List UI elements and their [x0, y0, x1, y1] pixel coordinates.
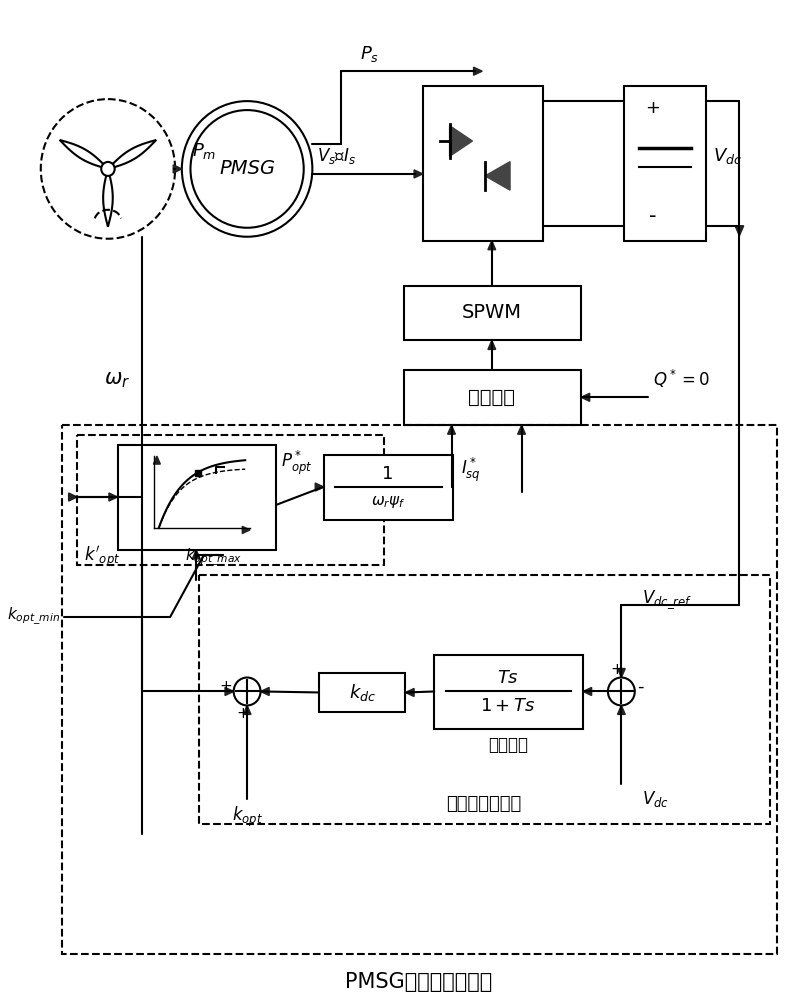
Polygon shape [485, 162, 510, 190]
Polygon shape [69, 493, 77, 501]
Polygon shape [617, 705, 625, 714]
Bar [319, 673, 405, 712]
Polygon shape [448, 425, 455, 434]
Text: $Q^*=0$: $Q^*=0$ [653, 368, 710, 390]
Polygon shape [488, 241, 495, 250]
Text: PMSG虚拟惯性控制环: PMSG虚拟惯性控制环 [345, 972, 492, 992]
Polygon shape [60, 140, 108, 169]
Text: $P_s$: $P_s$ [361, 44, 379, 64]
Polygon shape [316, 483, 324, 491]
Polygon shape [488, 340, 495, 349]
Bar [423, 86, 542, 241]
Bar [62, 425, 777, 954]
Text: $P^*_{opt}$: $P^*_{opt}$ [281, 449, 312, 477]
Polygon shape [261, 687, 270, 696]
Bar [434, 655, 583, 729]
Text: $k_{opt}$: $k_{opt}$ [232, 805, 262, 829]
Text: $k_{opt\_max}$: $k_{opt\_max}$ [185, 547, 242, 568]
Circle shape [608, 678, 635, 705]
Polygon shape [243, 705, 251, 714]
Polygon shape [474, 67, 483, 75]
Text: $Ts$: $Ts$ [497, 669, 519, 687]
Text: 附加电压控制环: 附加电压控制环 [446, 795, 522, 813]
Polygon shape [174, 165, 182, 173]
Bar [625, 86, 706, 241]
Circle shape [234, 678, 261, 705]
Polygon shape [225, 687, 234, 696]
Text: 矢量控制: 矢量控制 [468, 388, 516, 407]
Text: +: + [646, 99, 660, 117]
Bar [404, 370, 581, 425]
Bar [77, 435, 384, 565]
Polygon shape [192, 550, 200, 559]
Text: -: - [649, 206, 657, 226]
Polygon shape [414, 170, 423, 178]
Polygon shape [617, 669, 625, 678]
Polygon shape [108, 140, 156, 169]
Text: $V_{dc}$: $V_{dc}$ [642, 789, 670, 809]
Polygon shape [581, 393, 590, 401]
Polygon shape [735, 226, 744, 236]
Text: +: + [236, 706, 249, 721]
Text: $V_s$、$I_s$: $V_s$、$I_s$ [317, 146, 356, 166]
Text: +: + [610, 662, 623, 677]
Polygon shape [517, 425, 525, 434]
Text: $P_m$: $P_m$ [192, 141, 216, 161]
Text: $1+Ts$: $1+Ts$ [480, 697, 536, 715]
Text: $k_{dc}$: $k_{dc}$ [349, 682, 376, 703]
Bar [404, 286, 581, 340]
Polygon shape [583, 687, 592, 696]
Text: $V_{dc}$: $V_{dc}$ [713, 146, 742, 166]
Text: +: + [220, 679, 232, 694]
Polygon shape [153, 456, 161, 464]
Circle shape [182, 101, 312, 237]
Polygon shape [405, 688, 414, 697]
Circle shape [101, 162, 115, 176]
Text: $k_{opt\_min}$: $k_{opt\_min}$ [7, 606, 60, 627]
Polygon shape [103, 169, 113, 227]
Text: $V_{dc\_ref}$: $V_{dc\_ref}$ [642, 589, 693, 611]
Text: 1: 1 [383, 465, 394, 483]
Text: $I^*_{sq}$: $I^*_{sq}$ [461, 456, 481, 484]
Polygon shape [109, 493, 118, 501]
Text: PMSG: PMSG [219, 159, 275, 178]
Polygon shape [449, 126, 472, 156]
Bar [199, 575, 770, 824]
Text: SPWM: SPWM [462, 303, 522, 322]
Text: $\omega_r\psi_f$: $\omega_r\psi_f$ [370, 494, 406, 510]
Text: $k'_{opt}$: $k'_{opt}$ [84, 545, 120, 570]
Text: $\omega_r$: $\omega_r$ [104, 370, 130, 390]
Text: 高通滤波: 高通滤波 [488, 736, 528, 754]
Text: -: - [638, 677, 644, 695]
Polygon shape [242, 526, 250, 534]
Bar [324, 455, 454, 520]
Bar [118, 445, 276, 550]
